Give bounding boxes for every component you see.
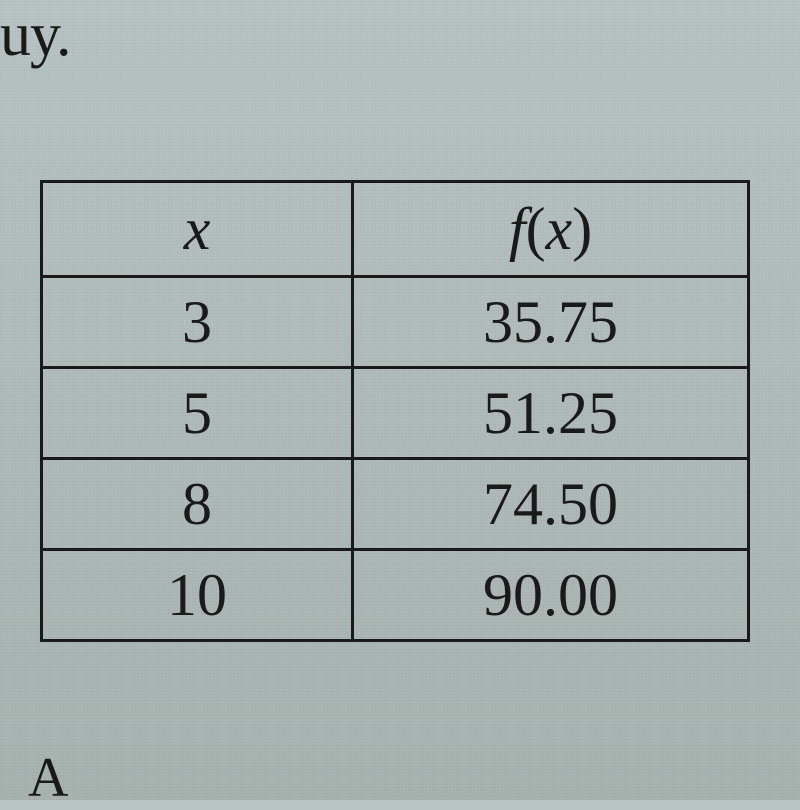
- column-header-fx: f(x): [353, 182, 749, 277]
- function-table-container: x f(x) 3 35.75 5 51.25 8 74.50 10 90.00: [40, 180, 750, 642]
- table-row: 10 90.00: [42, 550, 749, 641]
- cell-x: 5: [42, 368, 353, 459]
- cell-fx: 35.75: [353, 277, 749, 368]
- text-fragment-top: uy.: [0, 0, 70, 71]
- cell-fx: 90.00: [353, 550, 749, 641]
- table-row: 5 51.25: [42, 368, 749, 459]
- table-row: 8 74.50: [42, 459, 749, 550]
- cell-x: 10: [42, 550, 353, 641]
- text-fragment-bottom: A: [28, 746, 68, 810]
- table-header-row: x f(x): [42, 182, 749, 277]
- table-row: 3 35.75: [42, 277, 749, 368]
- table-body: 3 35.75 5 51.25 8 74.50 10 90.00: [42, 277, 749, 641]
- column-header-x: x: [42, 182, 353, 277]
- cell-fx: 74.50: [353, 459, 749, 550]
- cell-x: 8: [42, 459, 353, 550]
- cell-fx: 51.25: [353, 368, 749, 459]
- function-table: x f(x) 3 35.75 5 51.25 8 74.50 10 90.00: [40, 180, 750, 642]
- cell-x: 3: [42, 277, 353, 368]
